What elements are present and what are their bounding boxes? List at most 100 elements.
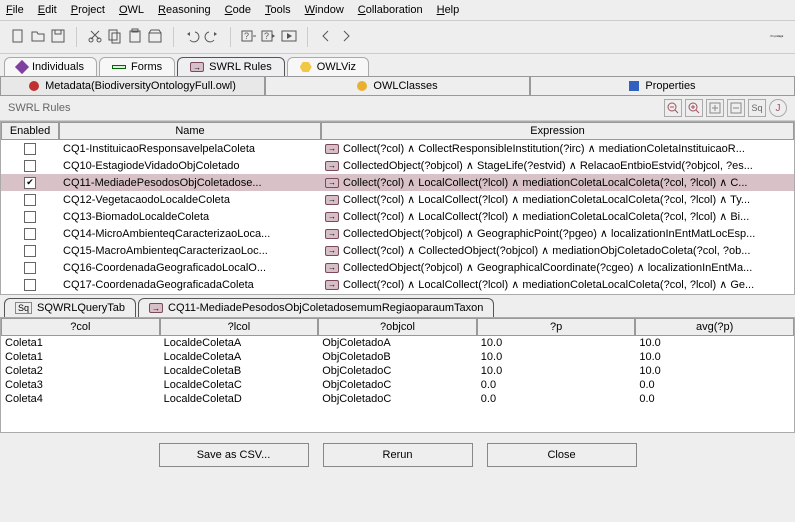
rule-name: CQ15-MacroAmbienteqCaracterizaoLoc... (59, 245, 321, 257)
rule-expr: CollectedObject(?objcol) ∧ GeographicalC… (343, 261, 752, 274)
rule-checkbox[interactable] (24, 194, 36, 206)
rule-row[interactable]: CQ17-CoordenadaGeograficadaColeta→Collec… (1, 276, 794, 293)
prev-icon[interactable] (318, 28, 334, 47)
classrow-1[interactable]: OWLClasses (265, 76, 530, 96)
sq-icon[interactable]: Sq (748, 99, 766, 117)
rule-checkbox[interactable] (24, 279, 36, 291)
zoom-out-icon[interactable] (664, 99, 682, 117)
undo-icon[interactable] (184, 28, 200, 47)
result-col[interactable]: ?objcol (318, 318, 477, 336)
rule-row[interactable]: CQ13-BiomadoLocaldeColeta→Collect(?col) … (1, 208, 794, 225)
result-row[interactable]: Coleta1LocaldeColetaAObjColetadoB10.010.… (1, 350, 794, 364)
rule-row[interactable]: CQ15-MacroAmbienteqCaracterizaoLoc... → Co… (1, 242, 794, 259)
rule-checkbox[interactable] (24, 245, 36, 257)
menu-window[interactable]: Window (305, 4, 344, 16)
rules-header: Enabled Name Expression (1, 122, 794, 140)
rule-expr: Collect(?col) ∧ CollectedObject(?objcol)… (343, 244, 750, 257)
menu-reasoning[interactable]: Reasoning (158, 4, 211, 16)
rule-row[interactable]: CQ16-CoordenadaGeograficadoLocalO...→Col… (1, 259, 794, 276)
rule-row[interactable]: CQ18-FitofisionomiadoLocaldeColeta→Colle… (1, 293, 794, 294)
tab-individuals[interactable]: Individuals (4, 57, 97, 76)
rule-name: CQ1-InstituicaoResponsavelpelaColeta (59, 143, 321, 155)
redo-icon[interactable] (204, 28, 220, 47)
rule-checkbox[interactable] (24, 143, 36, 155)
rule-checkbox[interactable] (24, 228, 36, 240)
menu-collaboration[interactable]: Collaboration (358, 4, 423, 16)
result-row[interactable]: Coleta3LocaldeColetaCObjColetadoC0.00.0 (1, 378, 794, 392)
menu-code[interactable]: Code (225, 4, 251, 16)
tab-swrl-rules[interactable]: →SWRL Rules (177, 57, 285, 76)
result-cell: Coleta4 (1, 392, 160, 406)
rules-panel-title: SWRL Rules (8, 102, 661, 114)
query1-icon[interactable]: ? (241, 28, 257, 47)
menu-file[interactable]: File (6, 4, 24, 16)
rule-expr: Collect(?col) ∧ LocalCollect(?lcol) ∧ me… (343, 176, 747, 189)
result-col[interactable]: ?lcol (160, 318, 319, 336)
result-cell: 10.0 (635, 350, 794, 364)
tab-label: Forms (131, 61, 162, 73)
archive-icon[interactable] (147, 28, 163, 47)
rule-checkbox[interactable] (24, 262, 36, 274)
run-icon[interactable] (281, 28, 297, 47)
copy-icon[interactable] (107, 28, 123, 47)
rules-table: Enabled Name Expression CQ1-InstituicaoR… (0, 121, 795, 295)
rules-body: CQ1-InstituicaoResponsavelpelaColeta → Col… (1, 140, 794, 294)
menu-edit[interactable]: Edit (38, 4, 57, 16)
result-col[interactable]: ?col (1, 318, 160, 336)
classrow-0[interactable]: Metadata(BiodiversityOntologyFull.owl) (0, 76, 265, 96)
rule-row[interactable]: CQ10-EstagiodeVidadoObjColetado→Collecte… (1, 157, 794, 174)
menu-tools[interactable]: Tools (265, 4, 291, 16)
next-icon[interactable] (338, 28, 354, 47)
rule-row[interactable]: CQ12-VegetacaodoLocaldeColeta→Collect(?c… (1, 191, 794, 208)
circle-icon (357, 81, 367, 91)
col-expr[interactable]: Expression (321, 122, 794, 140)
menu-project[interactable]: Project (71, 4, 105, 16)
result-col[interactable]: ?p (477, 318, 636, 336)
save-icon[interactable] (50, 28, 66, 47)
paste-icon[interactable] (127, 28, 143, 47)
zoom-in-icon[interactable] (685, 99, 703, 117)
rule-row[interactable]: ✔CQ11-MediadePesodosObjColetadose...→Col… (1, 174, 794, 191)
close-button[interactable]: Close (487, 443, 637, 467)
result-col[interactable]: avg(?p) (635, 318, 794, 336)
sq-icon: Sq (15, 302, 32, 314)
protege-logo: protégé (769, 28, 785, 47)
j-icon[interactable]: J (769, 99, 787, 117)
rule-name: CQ10-EstagiodeVidadoObjColetado (59, 160, 321, 172)
rule-name: CQ12-VegetacaodoLocaldeColeta (59, 194, 321, 206)
col-name[interactable]: Name (59, 122, 321, 140)
rule-row[interactable]: CQ14-MicroAmbienteqCaracterizaoLoca...→C… (1, 225, 794, 242)
result-cell: 0.0 (477, 378, 636, 392)
rerun-button[interactable]: Rerun (323, 443, 473, 467)
result-cell: Coleta1 (1, 350, 160, 364)
rule-name: CQ13-BiomadoLocaldeColeta (59, 211, 321, 223)
tab-forms[interactable]: Forms (99, 57, 175, 76)
new-icon[interactable] (10, 28, 26, 47)
tab-owlviz[interactable]: OWLViz (287, 57, 369, 76)
col-enabled[interactable]: Enabled (1, 122, 59, 140)
result-row[interactable]: Coleta4LocaldeColetaDObjColetadoC0.00.0 (1, 392, 794, 406)
result-tab-0[interactable]: SqSQWRLQueryTab (4, 298, 136, 317)
menu-help[interactable]: Help (437, 4, 460, 16)
remove-icon[interactable] (727, 99, 745, 117)
save-csv-button[interactable]: Save as CSV... (159, 443, 309, 467)
rule-row[interactable]: CQ1-InstituicaoResponsavelpelaColeta→Col… (1, 140, 794, 157)
query2-icon[interactable]: ? (261, 28, 277, 47)
rule-checkbox[interactable] (24, 211, 36, 223)
arrow-icon: → (325, 229, 339, 239)
add-icon[interactable] (706, 99, 724, 117)
result-cell: ObjColetadoC (318, 364, 477, 378)
arrow-icon: → (325, 246, 339, 256)
classrow-2[interactable]: Properties (530, 76, 795, 96)
rule-checkbox[interactable] (24, 160, 36, 172)
result-cell: 0.0 (477, 392, 636, 406)
result-tab-1[interactable]: →CQ11-MediadePesodosObjColetadosemumRegi… (138, 298, 494, 317)
result-row[interactable]: Coleta2LocaldeColetaBObjColetadoC10.010.… (1, 364, 794, 378)
result-row[interactable]: Coleta1LocaldeColetaAObjColetadoA10.010.… (1, 336, 794, 350)
rule-checkbox[interactable]: ✔ (24, 177, 36, 189)
menu-owl[interactable]: OWL (119, 4, 144, 16)
results-body: Coleta1LocaldeColetaAObjColetadoA10.010.… (1, 336, 794, 432)
svg-text:?: ? (244, 31, 249, 41)
open-icon[interactable] (30, 28, 46, 47)
cut-icon[interactable] (87, 28, 103, 47)
